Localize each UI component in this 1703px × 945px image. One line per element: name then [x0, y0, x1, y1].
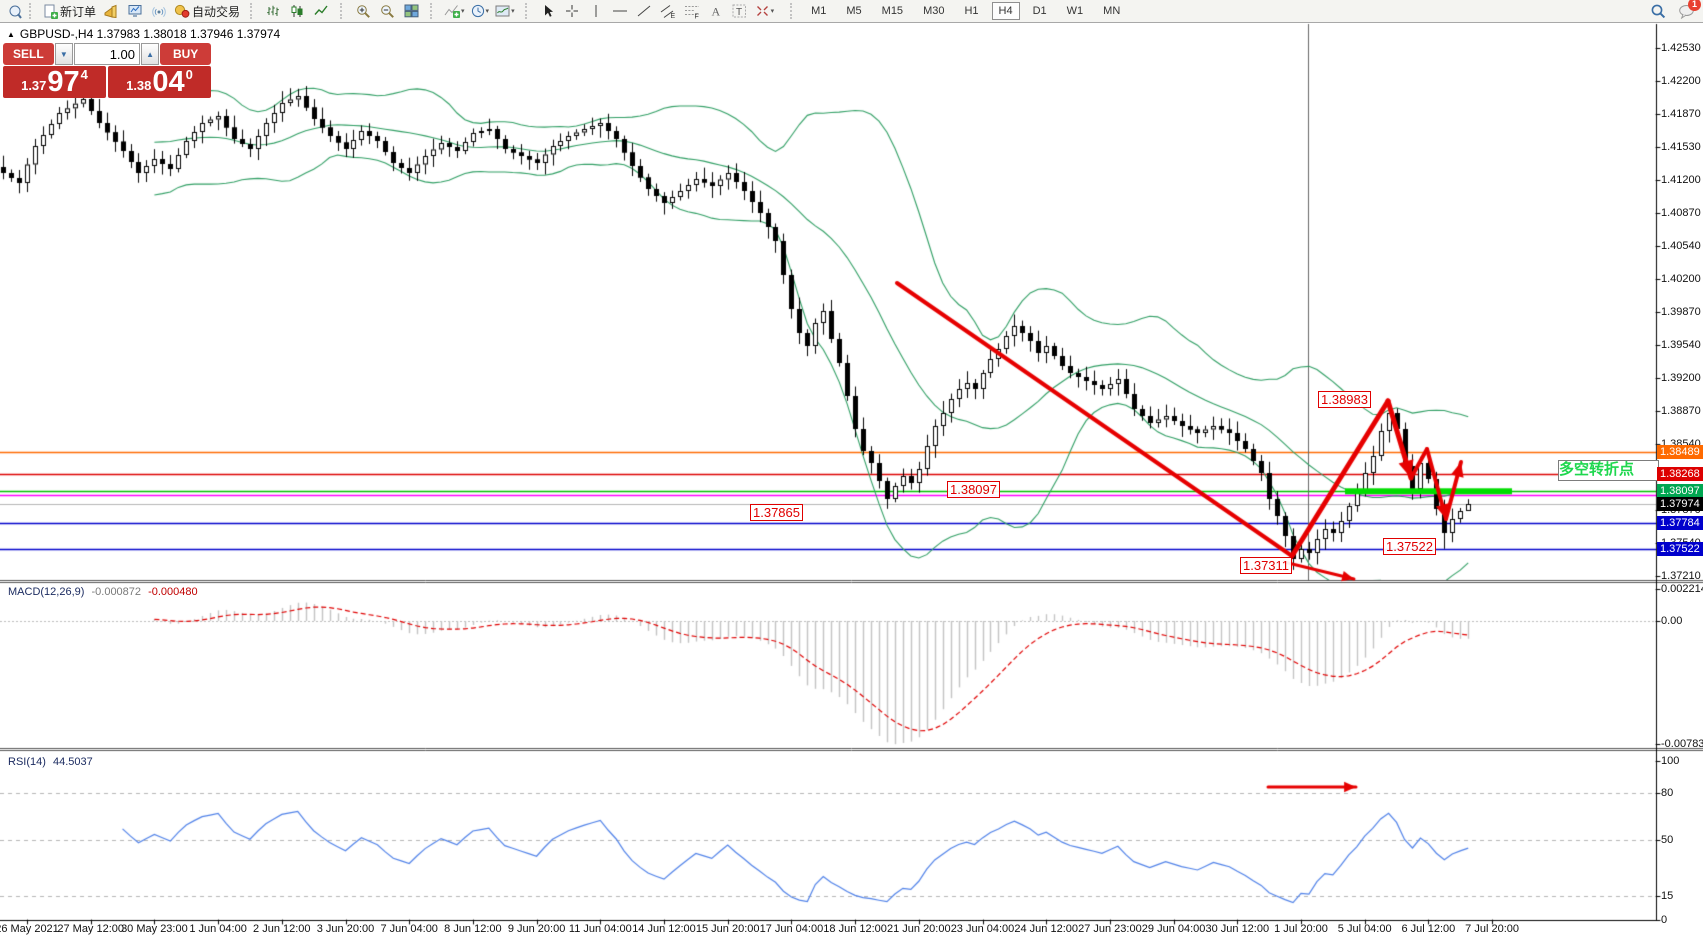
timeframe-d1-button[interactable]: D1 — [1032, 5, 1047, 17]
collapse-icon[interactable]: ▲ — [7, 29, 15, 39]
app-icon[interactable] — [5, 2, 23, 20]
timeframe-m15-button[interactable]: M15 — [881, 5, 904, 17]
zoom-out-icon[interactable] — [378, 2, 396, 20]
autotrading-icon — [174, 4, 190, 18]
search-icon[interactable] — [1649, 2, 1667, 20]
timeframe-m30-button[interactable]: M30 — [923, 5, 945, 17]
tile-windows-icon[interactable] — [402, 2, 420, 20]
add-indicator-icon[interactable]: ▾ — [444, 2, 465, 20]
svg-text:E: E — [670, 13, 675, 19]
chart-title: ▲ GBPUSD-,H4 1.37983 1.38018 1.37946 1.3… — [7, 27, 280, 41]
buy-price-sup: 0 — [185, 67, 193, 82]
new-order-label: 新订单 — [60, 4, 97, 19]
macd-label: MACD(12,26,9) -0.000872 -0.000480 — [8, 586, 198, 598]
text-label-icon[interactable]: T — [731, 2, 749, 20]
bar-chart-icon[interactable] — [264, 2, 282, 20]
crosshair-icon[interactable] — [563, 2, 581, 20]
toolbar-group-file: 新订单 自动交易 — [0, 0, 245, 22]
volume-down-button[interactable]: ▼ — [54, 43, 73, 65]
new-order-button[interactable]: 新订单 — [43, 2, 96, 20]
sell-price-small: 1.37 — [21, 78, 47, 93]
charts-monitor-icon[interactable] — [126, 2, 144, 20]
timeframe-m1-button[interactable]: M1 — [811, 5, 827, 17]
chevron-down-icon: ▾ — [485, 8, 490, 15]
autotrading-label: 自动交易 — [192, 4, 241, 19]
macd-name: MACD(12,26,9) — [8, 586, 85, 598]
toolbar-right: 1 — [1649, 0, 1703, 20]
chevron-down-icon: ▾ — [461, 8, 465, 15]
arrows-icon[interactable]: ▾ — [755, 2, 775, 20]
equidistant-channel-icon[interactable]: E — [659, 2, 677, 20]
chevron-down-icon: ▾ — [770, 8, 775, 15]
volume-up-button[interactable]: ▲ — [141, 43, 160, 65]
sell-price-big: 97 — [47, 66, 80, 98]
svg-text:F: F — [694, 13, 698, 19]
svg-text:T: T — [736, 7, 742, 18]
timeframe-w1-button[interactable]: W1 — [1066, 5, 1084, 17]
macd-value-2: -0.000480 — [148, 586, 198, 598]
svg-text:A: A — [711, 5, 720, 19]
line-chart-icon[interactable] — [312, 2, 330, 20]
sell-price[interactable]: 1.37 97 4 — [3, 66, 106, 98]
trendline-icon[interactable] — [635, 2, 653, 20]
main-toolbar: 新订单 自动交易 — [0, 0, 1703, 23]
text-icon[interactable]: A — [707, 2, 725, 20]
rsi-label: RSI(14) 44.5037 — [8, 756, 93, 768]
buy-button[interactable]: BUY — [160, 43, 211, 65]
toolbar-group-insert: ▾ ▾ ▾ — [425, 0, 520, 22]
cursor-icon[interactable] — [539, 2, 557, 20]
one-click-trading-panel: SELL ▼ ▲ BUY 1.37 97 4 1.38 04 0 — [3, 43, 211, 98]
autotrading-button[interactable]: 自动交易 — [174, 2, 240, 20]
timeframe-h4-button[interactable]: H4 — [991, 2, 1020, 20]
chevron-down-icon: ▾ — [511, 8, 515, 15]
macd-value-1: -0.000872 — [91, 586, 142, 598]
template-icon[interactable]: ▾ — [495, 2, 515, 20]
periods-clock-icon[interactable]: ▾ — [471, 2, 490, 20]
buy-price[interactable]: 1.38 04 0 — [108, 66, 211, 98]
timeframe-m5-button[interactable]: M5 — [846, 5, 862, 17]
candlestick-chart-icon[interactable] — [288, 2, 306, 20]
fibonacci-icon[interactable]: F — [683, 2, 701, 20]
horizontal-line-icon[interactable] — [611, 2, 629, 20]
timeframe-mn-button[interactable]: MN — [1103, 5, 1121, 17]
annotation-note-box[interactable]: 多空转折点 — [1558, 460, 1659, 481]
toolbar-group-objects: E F A T ▾ — [520, 0, 780, 22]
symbol-ohlc-text: GBPUSD-,H4 1.37983 1.38018 1.37946 1.379… — [19, 27, 281, 41]
rsi-name: RSI(14) — [8, 756, 46, 768]
notifications-button[interactable]: 1 — [1677, 0, 1701, 20]
rsi-value: 44.5037 — [52, 756, 93, 768]
toolbar-drag-handle[interactable] — [340, 3, 346, 19]
zoom-in-icon[interactable] — [354, 2, 372, 20]
new-order-icon — [44, 4, 58, 19]
toolbar-drag-handle[interactable] — [29, 3, 35, 19]
timeframe-h1-button[interactable]: H1 — [964, 5, 979, 17]
toolbar-drag-handle[interactable] — [524, 3, 531, 19]
vertical-line-icon[interactable] — [587, 2, 605, 20]
toolbar-drag-handle[interactable] — [250, 3, 256, 19]
toolbar-group-chart-type — [245, 0, 335, 22]
megaphone-icon[interactable] — [102, 2, 120, 20]
toolbar-drag-handle[interactable] — [790, 3, 796, 19]
toolbar-group-timeframes: M1 M5 M15 M30 H1 H4 D1 W1 MN — [785, 0, 1132, 22]
sell-price-sup: 4 — [80, 67, 88, 82]
toolbar-group-zoom — [335, 0, 425, 22]
volume-input[interactable] — [74, 43, 140, 65]
notification-badge: 1 — [1688, 0, 1701, 11]
toolbar-drag-handle[interactable] — [430, 3, 436, 19]
sell-button[interactable]: SELL — [3, 43, 54, 65]
buy-price-big: 04 — [152, 66, 185, 98]
signal-icon[interactable] — [150, 2, 168, 20]
buy-price-small: 1.38 — [126, 78, 152, 93]
